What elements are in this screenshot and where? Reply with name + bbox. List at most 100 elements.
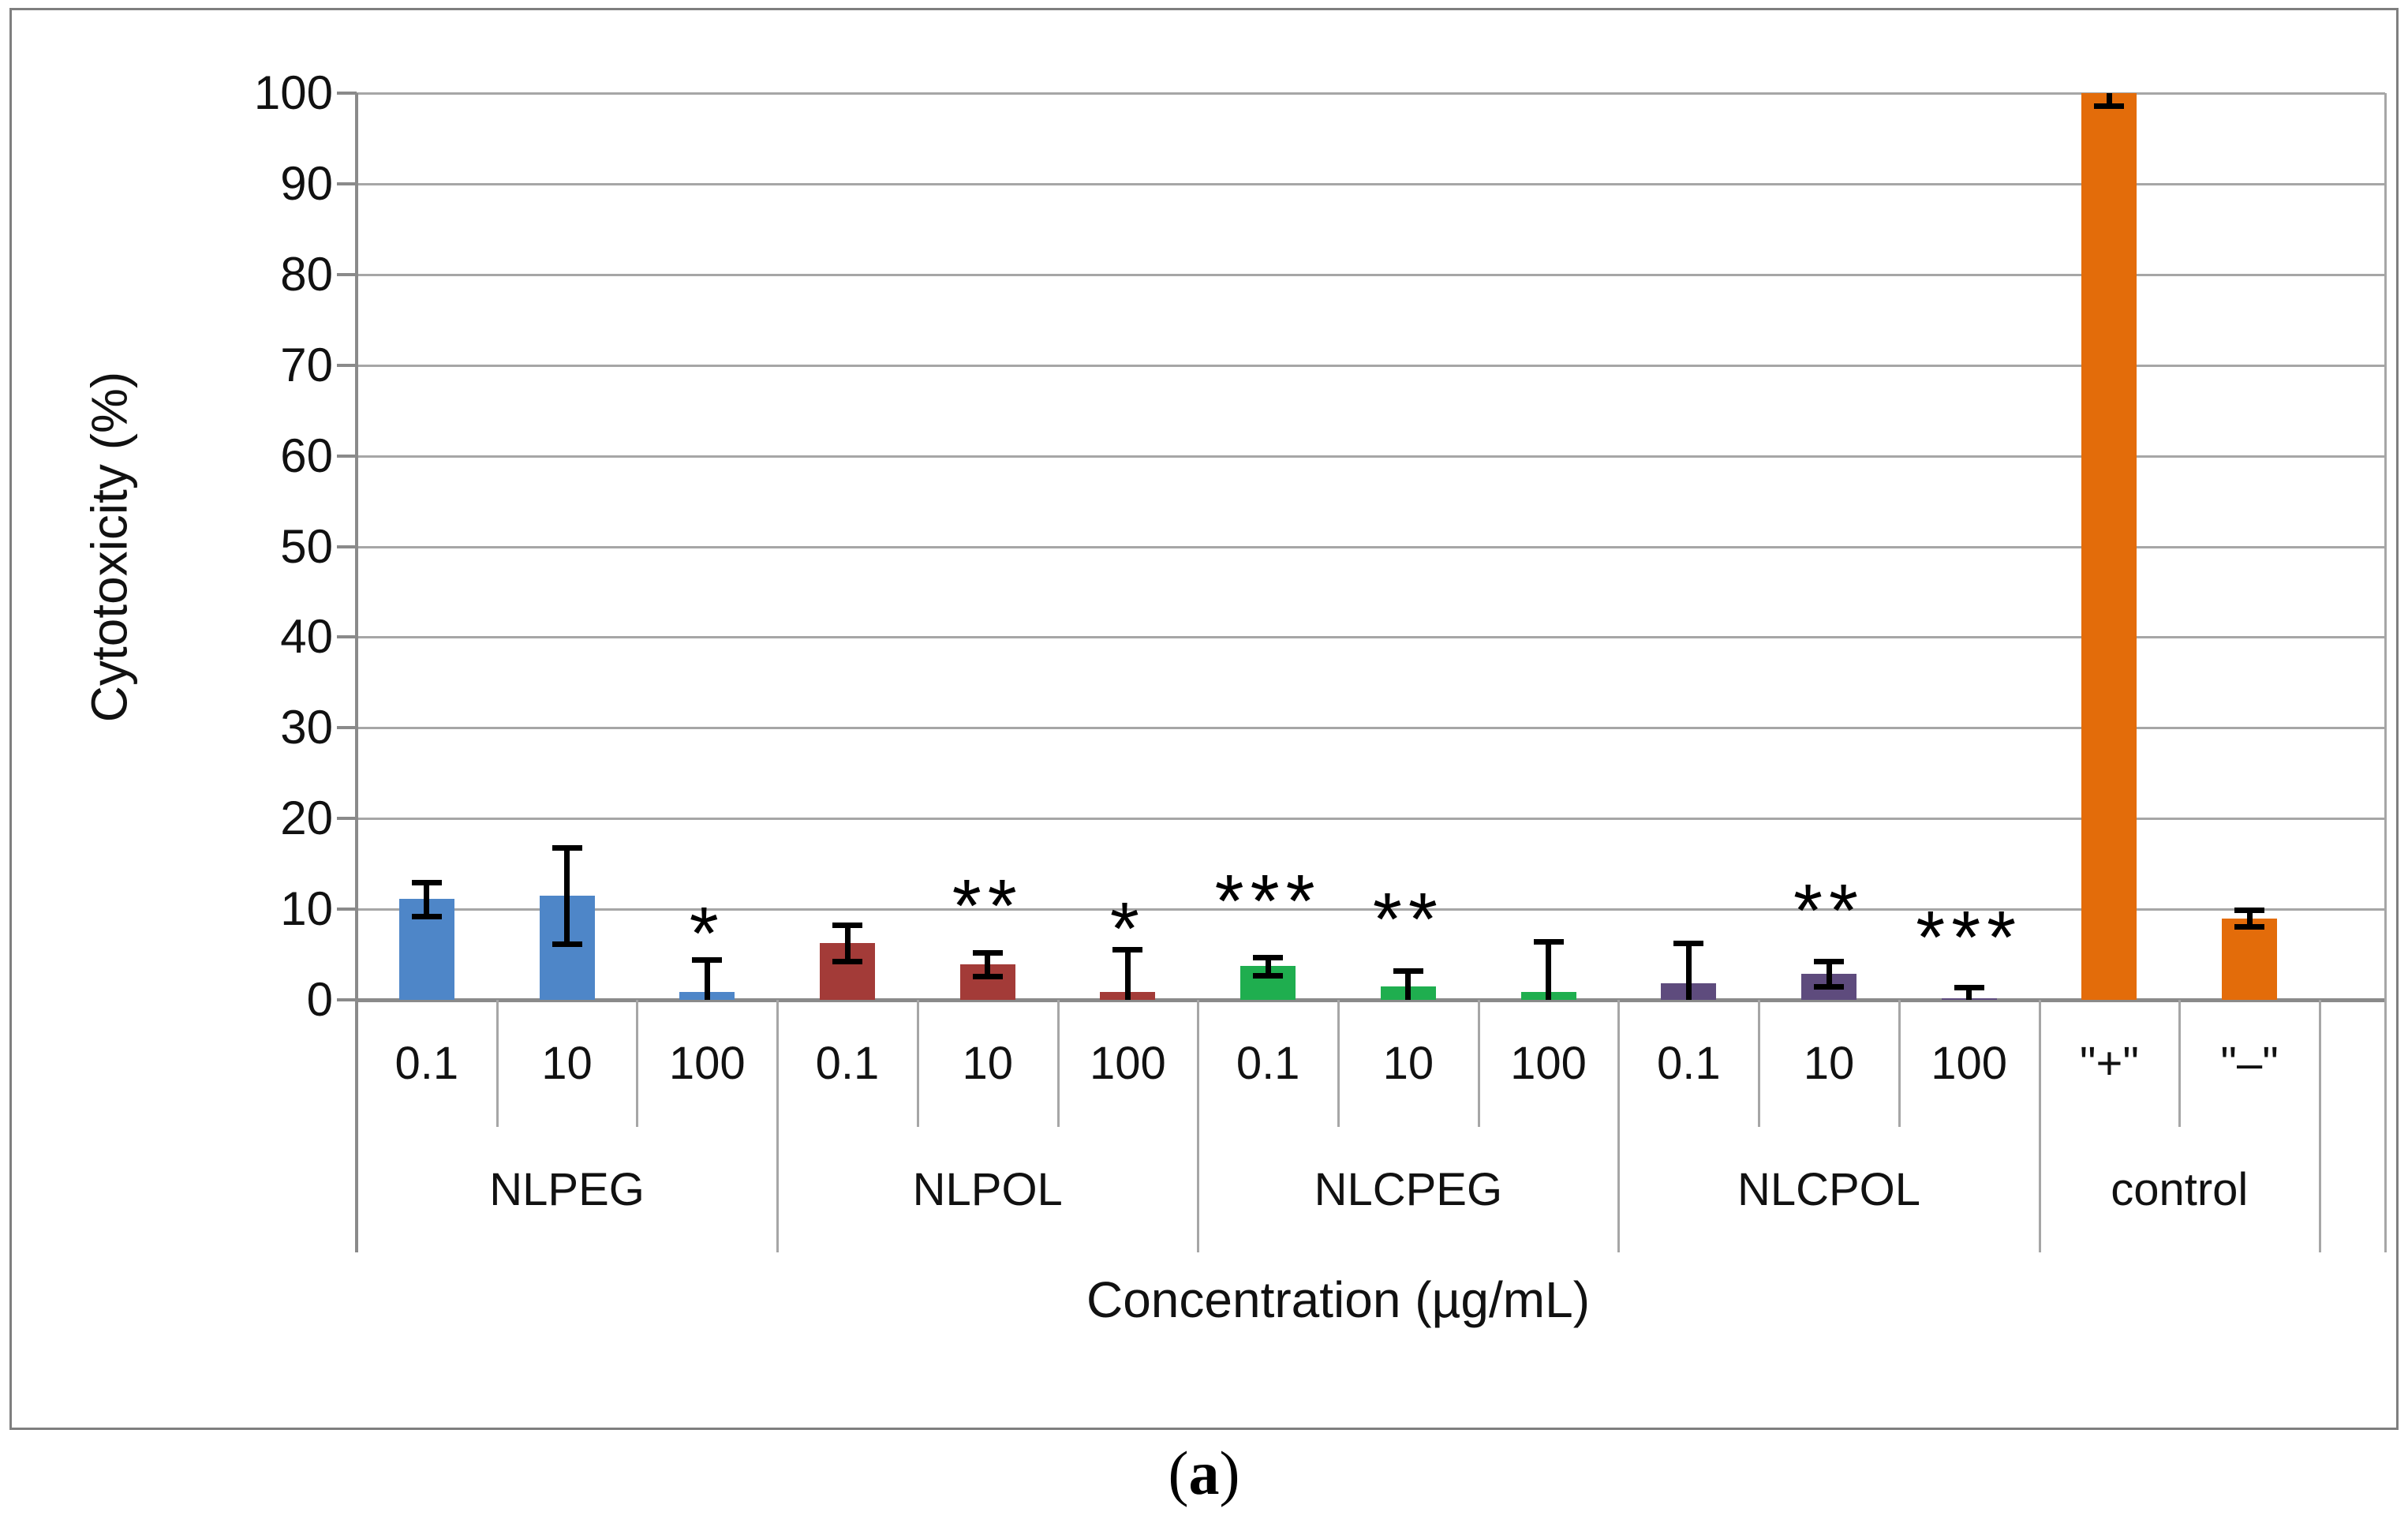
y-tick-label-90: 90 [280, 156, 333, 210]
category-label-NLCPOL-10: 10 [1803, 1038, 1855, 1089]
group-separator [2038, 1000, 2041, 1252]
category-label-NLCPEG-0.1: 0.1 [1236, 1038, 1300, 1089]
y-tick-50 [337, 545, 357, 548]
gridline-10 [357, 908, 2385, 911]
group-separator [1197, 1000, 1200, 1252]
error-bar-control-+ [2106, 93, 2112, 107]
error-bar-NLCPEG-100 [1546, 941, 1552, 1000]
error-cap-top [972, 950, 1003, 956]
error-cap-top [1673, 940, 1704, 946]
gridline-60 [357, 455, 2385, 458]
category-label-NLCPEG-10: 10 [1382, 1038, 1434, 1089]
category-separator [1337, 1000, 1340, 1127]
caption-letter: a [1188, 1439, 1220, 1507]
error-cap-bottom [832, 958, 862, 964]
category-label-NLPOL-100: 100 [1090, 1038, 1166, 1089]
gridline-100 [357, 92, 2385, 95]
figure-border [9, 8, 2399, 1430]
y-tick-0 [337, 998, 357, 1001]
bar-control-+ [2081, 93, 2137, 1000]
category-separator [2178, 1000, 2182, 1127]
gridline-90 [357, 182, 2385, 185]
y-tick-70 [337, 363, 357, 367]
error-cap-top [832, 922, 862, 928]
y-tick-label-60: 60 [280, 429, 333, 482]
y-tick-label-100: 100 [253, 66, 333, 119]
gridline-30 [357, 727, 2385, 730]
category-separator [495, 1000, 499, 1127]
y-tick-label-0: 0 [306, 973, 333, 1026]
category-separator [1477, 1000, 1480, 1127]
y-tick-20 [337, 817, 357, 821]
y-tick-label-70: 70 [280, 338, 333, 391]
error-bar-NLCPOL-100 [1966, 987, 1972, 1000]
category-separator [1898, 1000, 1901, 1127]
y-tick-30 [337, 726, 357, 730]
error-cap-top [1533, 939, 1564, 945]
category-label-control-+: "+" [2079, 1038, 2139, 1089]
y-tick-label-80: 80 [280, 247, 333, 301]
gridline-40 [357, 636, 2385, 639]
caption-close-paren: ) [1219, 1439, 1240, 1507]
y-tick-80 [337, 272, 357, 276]
group-label-NLPOL: NLPOL [912, 1164, 1063, 1215]
error-cap-bottom [552, 941, 582, 947]
y-tick-label-20: 20 [280, 792, 333, 845]
error-cap-bottom [972, 974, 1003, 980]
error-cap-top [1954, 985, 1984, 991]
significance-NLCPOL-100: *** [1916, 896, 2023, 980]
significance-NLPOL-10: ** [952, 864, 1023, 949]
error-cap-bottom [411, 914, 442, 920]
error-cap-top [411, 879, 442, 885]
error-bar-control-– [2246, 910, 2253, 926]
y-tick-label-10: 10 [280, 882, 333, 936]
gridline-50 [357, 545, 2385, 548]
bar-control-– [2222, 918, 2278, 1000]
category-label-NLCPOL-0.1: 0.1 [1656, 1038, 1721, 1089]
error-cap-top [1814, 958, 1844, 964]
category-label-NLPEG-0.1: 0.1 [394, 1038, 459, 1089]
error-bar-NLPEG-100 [704, 960, 710, 1000]
category-separator [636, 1000, 639, 1127]
group-separator [2319, 1000, 2321, 1252]
category-label-NLPEG-10: 10 [541, 1038, 593, 1089]
error-cap-top [2234, 908, 2265, 914]
y-tick-label-30: 30 [280, 701, 333, 754]
group-label-control: control [2111, 1164, 2249, 1215]
category-separator [1056, 1000, 1060, 1127]
category-separator [916, 1000, 919, 1127]
error-cap-bottom [1253, 972, 1284, 979]
group-label-NLCPEG: NLCPEG [1314, 1164, 1503, 1215]
error-cap-top [1393, 968, 1423, 975]
y-axis-line [355, 93, 358, 1252]
significance-NLCPOL-10: ** [1793, 868, 1864, 953]
significance-NLCPEG-10: ** [1372, 878, 1444, 962]
error-bar-NLPOL-10 [985, 953, 991, 977]
error-bar-NLCPOL-10 [1826, 960, 1832, 986]
error-bar-NLPEG-10 [564, 847, 570, 944]
y-tick-100 [337, 92, 357, 95]
error-cap-bottom [2234, 923, 2265, 930]
category-label-NLPEG-100: 100 [668, 1038, 746, 1089]
category-label-NLPOL-10: 10 [962, 1038, 1013, 1089]
group-label-NLCPOL: NLCPOL [1737, 1164, 1921, 1215]
significance-NLCPEG-0.1: *** [1214, 859, 1322, 944]
error-bar-NLPOL-0.1 [844, 924, 851, 961]
error-bar-NLPOL-100 [1124, 949, 1131, 1000]
significance-NLPOL-100: * [1109, 886, 1146, 971]
error-cap-top [552, 844, 582, 851]
error-bar-NLPEG-0.1 [424, 881, 430, 917]
y-tick-label-40: 40 [280, 610, 333, 664]
caption-open-paren: ( [1168, 1439, 1189, 1507]
gridline-20 [357, 818, 2385, 821]
y-tick-60 [337, 454, 357, 458]
category-label-NLPOL-0.1: 0.1 [815, 1038, 880, 1089]
category-separator [1758, 1000, 1761, 1127]
category-label-NLCPOL-100: 100 [1931, 1038, 2008, 1089]
error-bar-NLCPOL-0.1 [1685, 942, 1692, 1000]
group-separator [1617, 1000, 1621, 1252]
group-label-NLPEG: NLPEG [489, 1164, 645, 1215]
group-separator [776, 1000, 780, 1252]
x-axis-line [357, 998, 2385, 1002]
